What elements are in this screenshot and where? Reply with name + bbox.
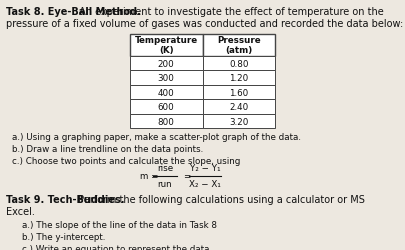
Text: Pressure
(atm): Pressure (atm) [217, 36, 260, 55]
Bar [202, 114, 275, 129]
Bar [202, 35, 275, 56]
Text: 200: 200 [158, 59, 175, 68]
Text: Task 9. Tech-Buddies.: Task 9. Tech-Buddies. [6, 194, 124, 204]
Text: 800: 800 [158, 117, 175, 126]
Text: Y₂ − Y₁: Y₂ − Y₁ [190, 164, 220, 173]
Text: 2.40: 2.40 [229, 103, 248, 112]
Text: Task 8. Eye-Ball Method.: Task 8. Eye-Ball Method. [6, 7, 141, 17]
Text: 3.20: 3.20 [229, 117, 248, 126]
Text: 1.60: 1.60 [229, 88, 248, 97]
Text: a.) The slope of the line of the data in Task 8: a.) The slope of the line of the data in… [22, 220, 217, 230]
Text: a.) Using a graphing paper, make a scatter-plot graph of the data.: a.) Using a graphing paper, make a scatt… [12, 133, 301, 142]
Bar [202, 71, 275, 86]
Bar [130, 35, 202, 56]
Text: m =: m = [140, 172, 158, 180]
Text: Temperature
(K): Temperature (K) [135, 36, 198, 55]
Text: c.) Write an equation to represent the data.: c.) Write an equation to represent the d… [22, 244, 212, 250]
Text: 300: 300 [158, 74, 175, 83]
Text: X₂ − X₁: X₂ − X₁ [189, 180, 221, 188]
Text: 600: 600 [158, 103, 175, 112]
Text: Perform the following calculations using a calculator or MS: Perform the following calculations using… [75, 194, 364, 204]
Text: b.) The y-intercept.: b.) The y-intercept. [22, 232, 105, 241]
Text: c.) Choose two points and calculate the slope, using: c.) Choose two points and calculate the … [12, 156, 241, 165]
Text: run: run [158, 180, 172, 188]
Bar [130, 100, 202, 114]
Text: An experiment to investigate the effect of temperature on the: An experiment to investigate the effect … [77, 7, 384, 17]
Text: 400: 400 [158, 88, 175, 97]
Bar [202, 86, 275, 100]
Text: Excel.: Excel. [6, 206, 35, 216]
Bar [130, 114, 202, 129]
Text: 0.80: 0.80 [229, 59, 249, 68]
Bar [130, 86, 202, 100]
Text: =: = [183, 172, 190, 180]
Text: pressure of a fixed volume of gases was conducted and recorded the data below:: pressure of a fixed volume of gases was … [6, 19, 403, 29]
Text: b.) Draw a line trendline on the data points.: b.) Draw a line trendline on the data po… [12, 144, 203, 154]
Text: rise: rise [157, 164, 173, 173]
Bar [202, 56, 275, 71]
Bar [130, 71, 202, 86]
Bar [130, 56, 202, 71]
Text: 1.20: 1.20 [229, 74, 248, 83]
Bar [202, 100, 275, 114]
